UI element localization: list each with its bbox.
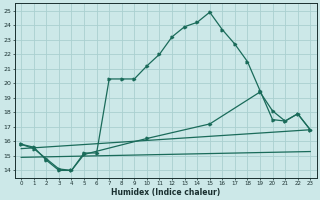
X-axis label: Humidex (Indice chaleur): Humidex (Indice chaleur) [111,188,220,197]
